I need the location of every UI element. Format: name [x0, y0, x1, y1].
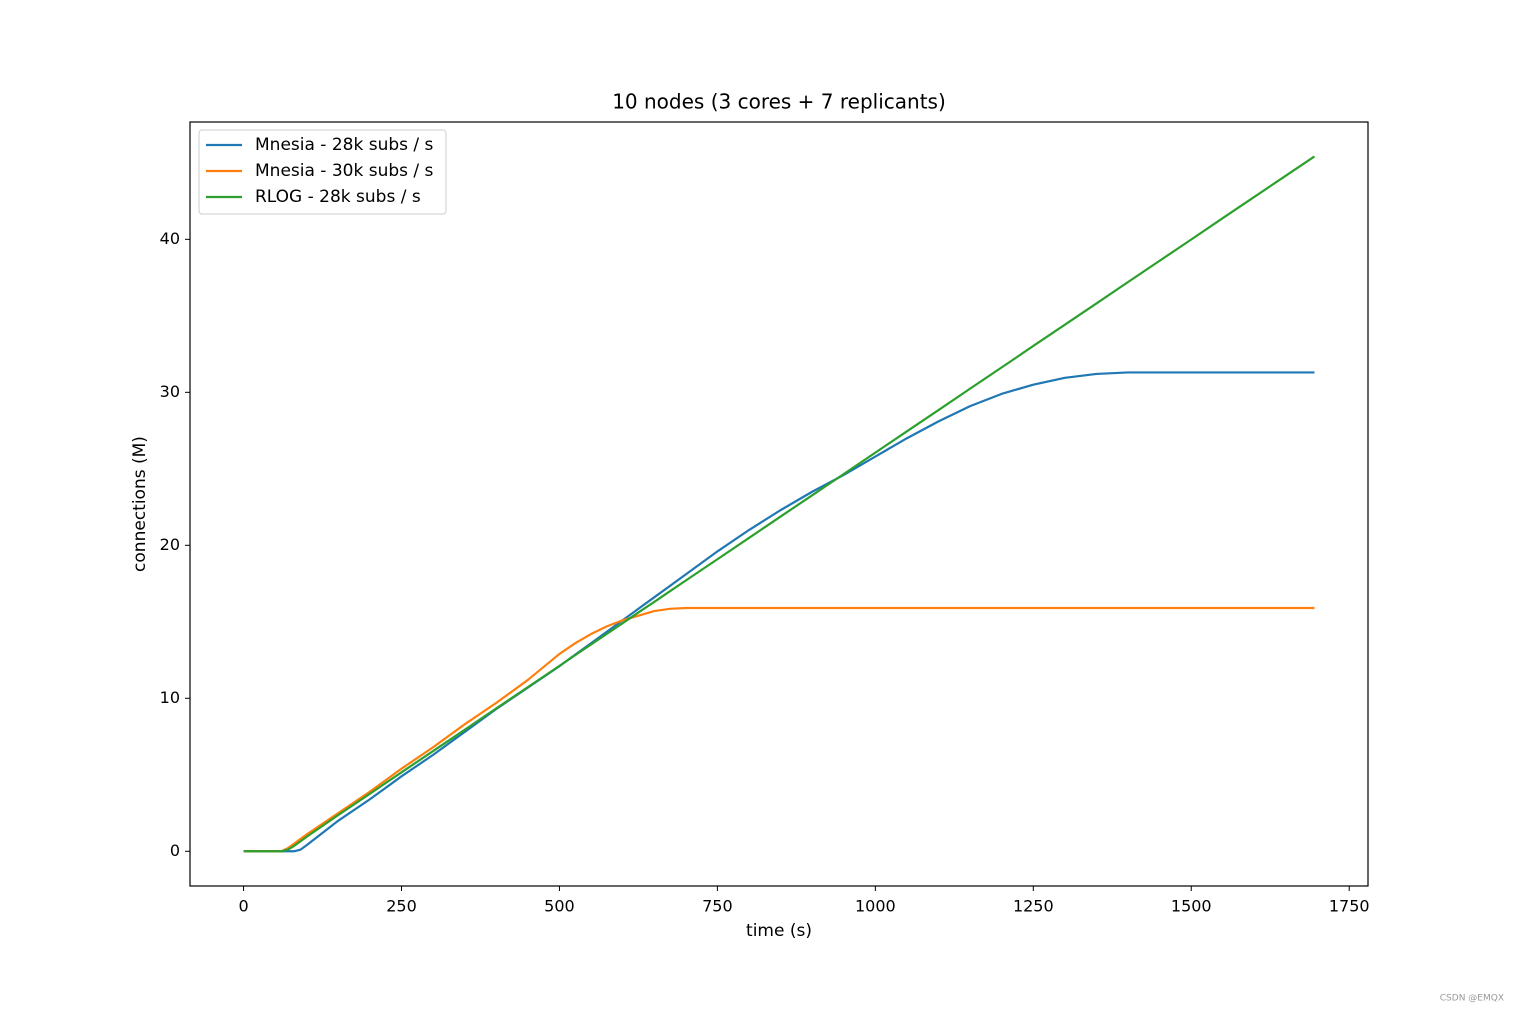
- legend-label: Mnesia - 30k subs / s: [255, 161, 434, 181]
- series-line: [243, 371, 1315, 853]
- x-tick-label: 250: [386, 897, 417, 916]
- y-axis-label: connections (M): [130, 436, 150, 572]
- legend-label: Mnesia - 28k subs / s: [255, 135, 434, 155]
- legend-box: [198, 129, 447, 215]
- legend: Mnesia - 28k subs / s Mnesia - 30k subs /…: [198, 129, 447, 215]
- y-tick-label: 10: [160, 688, 180, 707]
- x-axis-label: time (s): [746, 921, 812, 941]
- plot-frame: [189, 121, 1369, 887]
- y-tick-label: 40: [160, 229, 180, 248]
- y-tick-label: 30: [160, 382, 180, 401]
- x-tick-label: 500: [544, 897, 575, 916]
- series-line: [243, 155, 1316, 853]
- x-tick-label: 0: [238, 897, 248, 916]
- x-tick-label: 1250: [1013, 897, 1054, 916]
- watermark: CSDN @EMQX: [1440, 994, 1504, 1004]
- legend-label: RLOG - 28k subs / s: [255, 187, 421, 207]
- x-tick-label: 1750: [1329, 897, 1370, 916]
- x-tick-label: 1000: [855, 897, 896, 916]
- series-line: [243, 606, 1315, 853]
- x-tick-label: 750: [702, 897, 733, 916]
- y-tick-label: 0: [170, 841, 180, 860]
- chart-title: 10 nodes (3 cores + 7 replicants): [612, 90, 946, 114]
- y-tick-label: 20: [160, 535, 180, 554]
- x-tick-label: 1500: [1171, 897, 1212, 916]
